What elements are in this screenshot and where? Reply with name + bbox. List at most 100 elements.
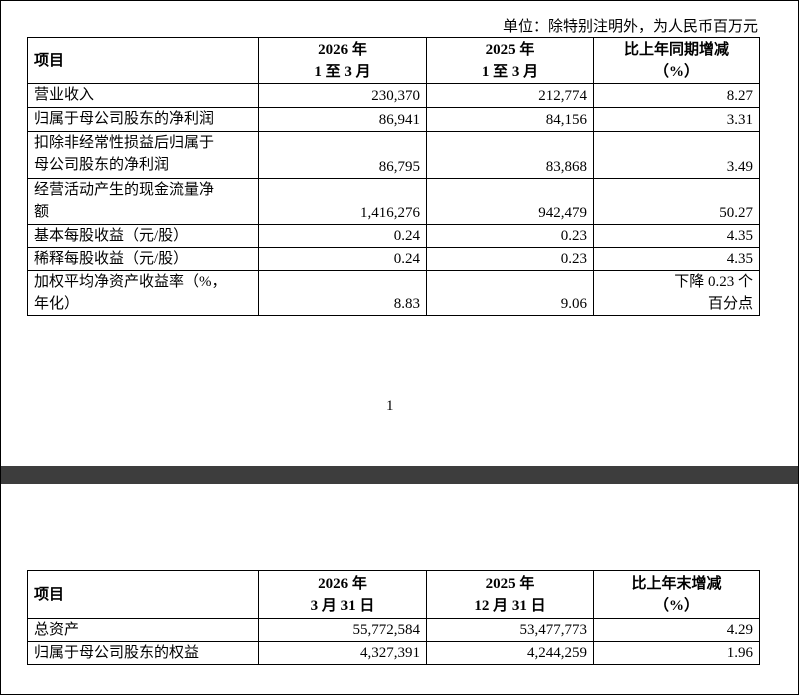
table-cell: 0.24 — [258, 224, 427, 248]
cell-text: 基本每股收益（元/股） — [34, 228, 189, 244]
cell-text: 1 至 3 月 — [481, 63, 539, 80]
page-number: 1 — [386, 398, 394, 414]
table-cell: 经营活动产生的现金流量净额 — [27, 178, 259, 225]
cell-text: 1.96 — [726, 645, 753, 661]
table-cell: 4.29 — [593, 618, 760, 642]
table-cell: 8.27 — [593, 83, 760, 108]
cell-text: 55,772,584 — [352, 622, 421, 638]
table-cell: 比上年同期增减 （%） — [593, 37, 760, 84]
cell-text: 0.24 — [393, 251, 420, 267]
table-cell: 4.35 — [593, 247, 760, 271]
cell-text: 86,795 — [378, 159, 420, 175]
cell-text: 2025 年 — [485, 575, 535, 592]
cell-text: 比上年同期增减 — [623, 41, 729, 58]
table-cell: 4,244,259 — [426, 641, 594, 665]
table-cell: 4,327,391 — [258, 641, 427, 665]
table-cell: 4.35 — [593, 224, 760, 248]
table-cell: 84,156 — [426, 107, 594, 132]
cell-text: 8.83 — [393, 296, 420, 312]
table-cell: 0.24 — [258, 247, 427, 271]
cell-text: 4.29 — [726, 622, 753, 638]
cell-text: 3.31 — [726, 112, 753, 128]
cell-text: 86,941 — [378, 112, 420, 128]
cell-text: 1 至 3 月 — [314, 63, 371, 80]
cell-text: 4,244,259 — [527, 645, 587, 661]
cell-text: 0.24 — [393, 228, 420, 244]
cell-text: 项目 — [34, 586, 65, 603]
table-cell: 9.06 — [426, 270, 594, 316]
cell-text: （%） — [653, 597, 699, 614]
cell-text: 加权平均净资产收益率（%， — [34, 274, 227, 290]
cell-text: 83,868 — [545, 159, 587, 175]
cell-text: 4.35 — [726, 251, 753, 267]
cell-text: 百分点 — [707, 296, 753, 312]
table-cell: 总资产 — [27, 618, 259, 642]
table-cell: 扣除非经常性损益后归属于 母公司股东的净利润 — [27, 131, 259, 179]
cell-text: 9.06 — [560, 296, 587, 312]
cell-text: 经营活动产生的现金流量净 — [34, 182, 215, 198]
cell-text: 归属于母公司股东的权益 — [34, 645, 200, 661]
cell-text: 总资产 — [34, 622, 80, 638]
table-cell: 86,795 — [258, 131, 427, 179]
table-cell: 212,774 — [426, 83, 594, 108]
table-cell: 86,941 — [258, 107, 427, 132]
table-cell: 下降 0.23 个百分点 — [593, 270, 760, 316]
cell-text: 8.27 — [726, 88, 753, 104]
table-cell: 55,772,584 — [258, 618, 427, 642]
table-cell: 稀释每股收益（元/股） — [27, 247, 259, 271]
cell-text: 84,156 — [545, 112, 587, 128]
table-cell: 2025 年 1 至 3 月 — [426, 37, 594, 84]
cell-text: 比上年末增减 — [631, 575, 722, 592]
cell-text: 2026 年 — [318, 41, 367, 58]
table-cell: 1,416,276 — [258, 178, 427, 225]
cell-text: 母公司股东的净利润 — [34, 157, 170, 173]
table-cell: 加权平均净资产收益率（%， 年化） — [27, 270, 259, 316]
cell-text: 53,477,773 — [519, 622, 588, 638]
table-cell: 230,370 — [258, 83, 427, 108]
cell-text: 额 — [34, 204, 50, 220]
table-cell: 8.83 — [258, 270, 427, 316]
table-cell: 3.49 — [593, 131, 760, 179]
cell-text: 4.35 — [726, 228, 753, 244]
table-cell: 2026 年 1 至 3 月 — [258, 37, 427, 84]
table-cell: 50.27 — [593, 178, 760, 225]
table-cell: 归属于母公司股东的权益 — [27, 641, 259, 665]
table-cell: 0.23 — [426, 247, 594, 271]
table-cell: 0.23 — [426, 224, 594, 248]
table-cell: 83,868 — [426, 131, 594, 179]
cell-text: 0.23 — [560, 228, 587, 244]
unit-note: 单位：除特别注明外，为人民币百万元 — [502, 19, 758, 35]
cell-text: 扣除非经常性损益后归属于 — [34, 135, 215, 151]
cell-text: 12 月 31 日 — [474, 597, 546, 614]
table-cell: 3.31 — [593, 107, 760, 132]
cell-text: 0.23 — [560, 251, 587, 267]
page-separator — [1, 466, 798, 484]
table-cell: 53,477,773 — [426, 618, 594, 642]
cell-text: 3 月 31 日 — [310, 597, 375, 614]
cell-text: 项目 — [34, 52, 65, 69]
table-cell: 项目 — [27, 570, 259, 619]
cell-text: 营业收入 — [34, 87, 95, 103]
table-cell: 942,479 — [426, 178, 594, 225]
table-cell: 归属于母公司股东的净利润 — [27, 107, 259, 132]
cell-text: 942,479 — [538, 205, 587, 221]
table-cell: 项目 — [27, 37, 259, 84]
table-cell: 基本每股收益（元/股） — [27, 224, 259, 248]
cell-text: 下降 0.23 个 — [674, 274, 753, 290]
cell-text: 212,774 — [538, 88, 587, 104]
cell-text: 4,327,391 — [360, 645, 420, 661]
cell-text: 1,416,276 — [360, 205, 420, 221]
table-cell: 2026 年 3 月 31 日 — [258, 570, 427, 619]
cell-text: 年化） — [34, 296, 80, 312]
cell-text: 归属于母公司股东的净利润 — [34, 111, 215, 127]
table-cell: 营业收入 — [27, 83, 259, 108]
cell-text: （%） — [653, 63, 699, 80]
cell-text: 50.27 — [719, 205, 753, 221]
table-cell: 比上年末增减 （%） — [593, 570, 760, 619]
cell-text: 3.49 — [726, 159, 753, 175]
cell-text: 230,370 — [371, 88, 420, 104]
table-cell: 1.96 — [593, 641, 760, 665]
table-cell: 2025 年 12 月 31 日 — [426, 570, 594, 619]
cell-text: 2026 年 — [318, 575, 367, 592]
